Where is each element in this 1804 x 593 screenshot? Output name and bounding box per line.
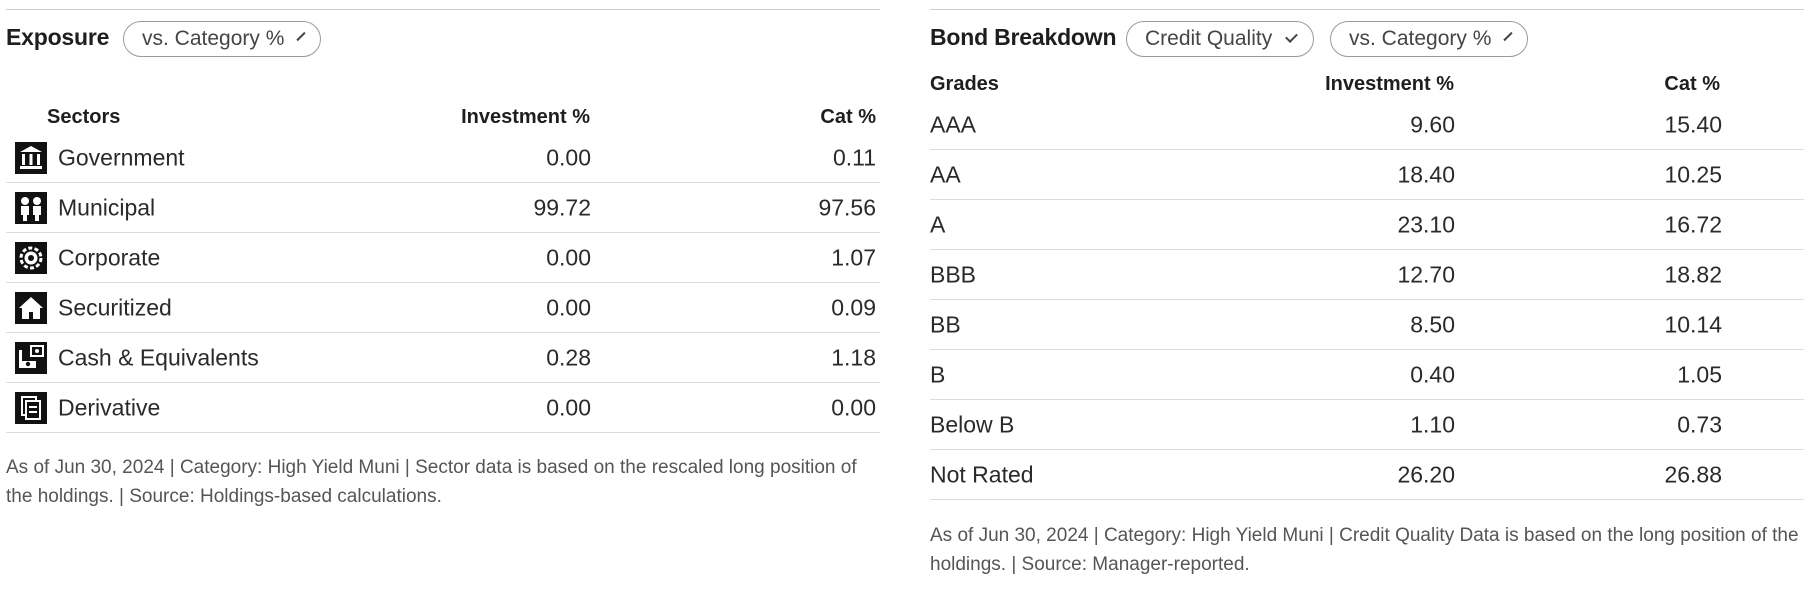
footnote-line: As of Jun 30, 2024 | Category: High Yiel… <box>930 525 1799 546</box>
chevron-down-icon <box>1503 31 1513 42</box>
grade-row-bb: BB 8.50 10.14 <box>930 300 1804 350</box>
grade-row-not-rated: Not Rated 26.20 26.88 <box>930 450 1804 500</box>
category-value: 15.40 <box>1664 111 1722 137</box>
breakdown-type-dropdown[interactable]: Credit Quality <box>1126 21 1314 57</box>
category-header: Cat % <box>1664 73 1720 95</box>
grade-label: Below B <box>930 411 1015 437</box>
sector-label: Municipal <box>58 194 156 220</box>
cash-equivalents-icon <box>15 341 47 374</box>
investment-value: 26.20 <box>1397 461 1455 487</box>
category-value: 0.09 <box>831 294 876 320</box>
bond-compare-dropdown[interactable]: vs. Category % <box>1330 21 1528 57</box>
exposure-footnote: As of Jun 30, 2024 | Category: High Yiel… <box>6 453 880 511</box>
government-icon <box>15 141 47 174</box>
category-value: 18.82 <box>1664 261 1722 287</box>
chevron-down-icon <box>296 31 306 42</box>
category-value: 1.05 <box>1677 361 1722 387</box>
sector-label: Corporate <box>58 244 161 270</box>
category-value: 0.00 <box>831 394 876 420</box>
sector-row-government: Government 0.00 0.11 <box>6 133 880 183</box>
grade-row-aa: AA 18.40 10.25 <box>930 150 1804 200</box>
divider <box>930 9 1804 10</box>
category-value: 1.18 <box>831 344 876 370</box>
investment-value: 9.60 <box>1410 111 1455 137</box>
grade-label: B <box>930 361 946 387</box>
investment-value: 8.50 <box>1410 311 1455 337</box>
grade-row-below-b: Below B 1.10 0.73 <box>930 400 1804 450</box>
municipal-icon <box>15 191 47 224</box>
category-value: 0.11 <box>832 144 876 170</box>
grade-label: A <box>930 211 946 237</box>
investment-value: 0.40 <box>1410 361 1455 387</box>
grade-label: BBB <box>930 261 977 287</box>
grade-label: Not Rated <box>930 461 1034 487</box>
grade-label: AA <box>930 161 961 187</box>
sector-label: Derivative <box>58 394 161 420</box>
footnote-line: As of Jun 30, 2024 | Category: High Yiel… <box>6 457 857 478</box>
grades-header: Grades <box>930 73 999 95</box>
sector-label: Government <box>58 144 185 170</box>
grade-label: BB <box>930 311 961 337</box>
investment-value: 0.00 <box>546 394 591 420</box>
category-value: 26.88 <box>1664 461 1722 487</box>
securitized-house-icon <box>15 291 47 324</box>
dropdown-label: vs. Category % <box>142 27 285 50</box>
footnote-line: the holdings. | Source: Holdings-based c… <box>6 486 442 507</box>
grade-row-bbb: BBB 12.70 18.82 <box>930 250 1804 300</box>
category-value: 16.72 <box>1664 211 1722 237</box>
investment-value: 0.28 <box>546 344 591 370</box>
grade-row-b: B 0.40 1.05 <box>930 350 1804 400</box>
divider <box>6 9 880 10</box>
investment-header: Investment % <box>461 106 590 128</box>
investment-value: 0.00 <box>546 144 591 170</box>
sector-label: Securitized <box>58 294 172 320</box>
investment-value: 99.72 <box>533 194 591 220</box>
grade-row-aaa: AAA 9.60 15.40 <box>930 100 1804 150</box>
corporate-gear-icon <box>15 241 47 274</box>
category-value: 10.14 <box>1664 311 1722 337</box>
category-value: 97.56 <box>818 194 876 220</box>
chevron-down-icon <box>1285 30 1298 43</box>
sector-row-derivative: Derivative 0.00 0.00 <box>6 383 880 433</box>
footnote-line: holdings. | Source: Manager-reported. <box>930 554 1250 575</box>
bond-footnote: As of Jun 30, 2024 | Category: High Yiel… <box>930 521 1804 579</box>
sector-row-cash-equivalents: Cash & Equivalents 0.28 1.18 <box>6 333 880 383</box>
sector-row-corporate: Corporate 0.00 1.07 <box>6 233 880 283</box>
category-value: 0.73 <box>1677 411 1722 437</box>
dropdown-label: vs. Category % <box>1349 27 1492 50</box>
investment-header: Investment % <box>1325 73 1454 95</box>
sector-row-securitized: Securitized 0.00 0.09 <box>6 283 880 333</box>
investment-value: 1.10 <box>1410 411 1455 437</box>
category-value: 1.07 <box>831 244 876 270</box>
investment-value: 23.10 <box>1397 211 1455 237</box>
investment-value: 18.40 <box>1397 161 1455 187</box>
exposure-title: Exposure <box>6 24 110 50</box>
sector-row-municipal: Municipal 99.72 97.56 <box>6 183 880 233</box>
grade-row-a: A 23.10 16.72 <box>930 200 1804 250</box>
investment-value: 12.70 <box>1397 261 1455 287</box>
sector-label: Cash & Equivalents <box>58 344 259 370</box>
derivative-document-icon <box>15 391 47 424</box>
sectors-header: Sectors <box>47 106 121 128</box>
category-header: Cat % <box>820 106 876 128</box>
grade-label: AAA <box>930 111 977 137</box>
investment-value: 0.00 <box>546 244 591 270</box>
investment-value: 0.00 <box>546 294 591 320</box>
dropdown-label: Credit Quality <box>1145 27 1273 50</box>
category-value: 10.25 <box>1664 161 1722 187</box>
exposure-compare-dropdown[interactable]: vs. Category % <box>123 21 321 57</box>
bond-breakdown-title: Bond Breakdown <box>930 24 1117 50</box>
